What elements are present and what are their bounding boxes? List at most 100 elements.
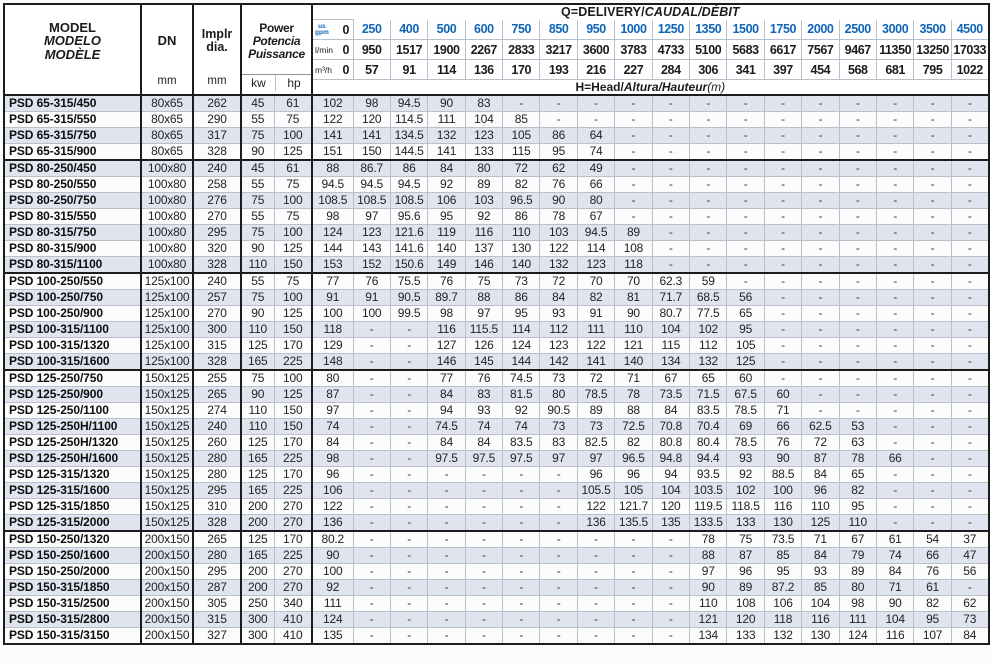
head-cell: - <box>950 159 989 177</box>
head-cell: 71 <box>763 402 802 419</box>
head-cell: 122 <box>311 111 353 128</box>
power-units-row: kw hp <box>243 73 311 91</box>
head-cell: 73 <box>539 418 578 435</box>
head-cell: - <box>875 482 914 499</box>
head-cell: 141 <box>427 143 466 161</box>
head-cell: 96 <box>614 466 653 483</box>
head-cell: 89 <box>614 224 653 241</box>
table-row: PSD 150-315/2500 200x150 305 250 340 111- - - - -… <box>4 595 989 612</box>
head-cell: - <box>838 111 877 128</box>
impeller-dia-cell: 290 <box>192 111 241 128</box>
head-cell: 94.5 <box>389 176 428 193</box>
head-cell: 67.5 <box>726 386 765 403</box>
model-cell: PSD 65-315/900 <box>4 143 141 161</box>
head-cell: - <box>651 256 690 274</box>
power-kw-cell: 300 <box>240 627 274 644</box>
head-cell: - <box>352 450 391 467</box>
dn-label: DN <box>157 33 177 49</box>
dn-cell: 100x80 <box>140 159 193 177</box>
impeller-dia-cell: 240 <box>192 418 241 435</box>
head-cell: - <box>539 498 578 515</box>
head-cell: 80 <box>311 369 353 387</box>
head-cell: - <box>614 143 653 161</box>
dn-cell: 100x80 <box>140 256 193 274</box>
head-cell: 84 <box>427 434 466 451</box>
head-cell: 118 <box>763 611 802 628</box>
head-cell: 80 <box>464 159 503 177</box>
head-cell: 133 <box>726 514 765 532</box>
head-cell: 83 <box>464 94 503 112</box>
table-row: PSD 150-315/2800 200x150 315 300 410 124- - - - -… <box>4 611 989 628</box>
impeller-dia-cell: 257 <box>192 289 241 306</box>
head-cell: 73.5 <box>763 530 802 548</box>
head-cell: 130 <box>502 240 540 257</box>
head-cell: 70 <box>576 272 615 290</box>
table-row: PSD 125-315/1600 150x125 295 165 225 106- - - - -… <box>4 482 989 499</box>
head-cell: - <box>689 224 727 241</box>
impeller-dia-cell: 295 <box>192 563 241 580</box>
head-cell: 106 <box>311 482 353 499</box>
head-cell: 92 <box>726 466 765 483</box>
head-cell: 95 <box>726 321 765 338</box>
head-cell: - <box>913 111 952 128</box>
power-kw-cell: 165 <box>240 547 274 564</box>
head-cell: - <box>913 434 952 451</box>
head-cell: 84 <box>427 386 466 403</box>
model-column-header: MODEL MODELO MODÈLE <box>4 4 141 96</box>
head-cell: 90 <box>875 595 914 612</box>
model-unit <box>5 74 140 91</box>
head-cell: - <box>539 466 578 483</box>
head-cell: 94.5 <box>389 94 428 112</box>
head-cell: - <box>801 272 840 290</box>
head-cell: - <box>576 627 615 644</box>
head-cell: - <box>838 272 877 290</box>
head-cell: - <box>689 143 727 161</box>
head-cell: 66 <box>875 450 914 467</box>
head-cell: - <box>801 353 840 371</box>
model-cell: PSD 125-315/2000 <box>4 514 141 532</box>
power-kw-cell: 125 <box>240 530 274 548</box>
head-cell: 71 <box>614 369 653 387</box>
head-cell: 91 <box>352 289 391 306</box>
head-cell: - <box>464 498 503 515</box>
head-cell: 80.7 <box>651 305 690 322</box>
head-cell: - <box>689 176 727 193</box>
head-cell: - <box>950 353 989 371</box>
head-cell: - <box>576 547 615 564</box>
head-cell: 82 <box>502 176 540 193</box>
head-cell: 67 <box>651 369 690 387</box>
head-cell: 70.4 <box>689 418 727 435</box>
head-cell: 84 <box>875 563 914 580</box>
flow-lmin-value: 3217 <box>539 39 578 60</box>
model-cell: PSD 100-250/550 <box>4 272 141 290</box>
head-cell: 107 <box>913 627 952 644</box>
head-cell: 140 <box>502 256 540 274</box>
table-row: PSD 125-250/1100 150x125 274 110 150 97- -94 93… <box>4 402 989 419</box>
head-cell: - <box>801 402 840 419</box>
head-cell: - <box>502 563 540 580</box>
head-cell: 122 <box>311 498 353 515</box>
head-cell: 115 <box>651 337 690 354</box>
power-hp-cell: 270 <box>273 514 312 532</box>
head-cell: - <box>913 289 952 306</box>
head-cell: 110 <box>502 224 540 241</box>
head-cell: - <box>950 143 989 161</box>
dn-cell: 150x125 <box>140 466 193 483</box>
power-hp-cell: 225 <box>273 353 312 371</box>
model-cell: PSD 80-315/900 <box>4 240 141 257</box>
head-cell: 90 <box>614 305 653 322</box>
impeller-dia-cell: 328 <box>192 353 241 371</box>
head-cell: 112 <box>539 321 578 338</box>
head-cell: 67 <box>838 530 877 548</box>
head-cell: - <box>389 563 428 580</box>
flow-lmin-value: 5100 <box>689 39 727 60</box>
table-row: PSD 125-250H/1600 150x125 280 165 225 98- -97.… <box>4 450 989 467</box>
head-cell: 126 <box>464 337 503 354</box>
head-cell: - <box>875 111 914 128</box>
table-row: PSD 80-315/900 100x80 320 90 125 144 143 141.6 1… <box>4 240 989 257</box>
head-cell: - <box>801 192 840 209</box>
head-cell: - <box>875 321 914 338</box>
head-cell: 90 <box>689 579 727 596</box>
head-cell: 108.5 <box>311 192 353 209</box>
head-cell: 112 <box>689 337 727 354</box>
